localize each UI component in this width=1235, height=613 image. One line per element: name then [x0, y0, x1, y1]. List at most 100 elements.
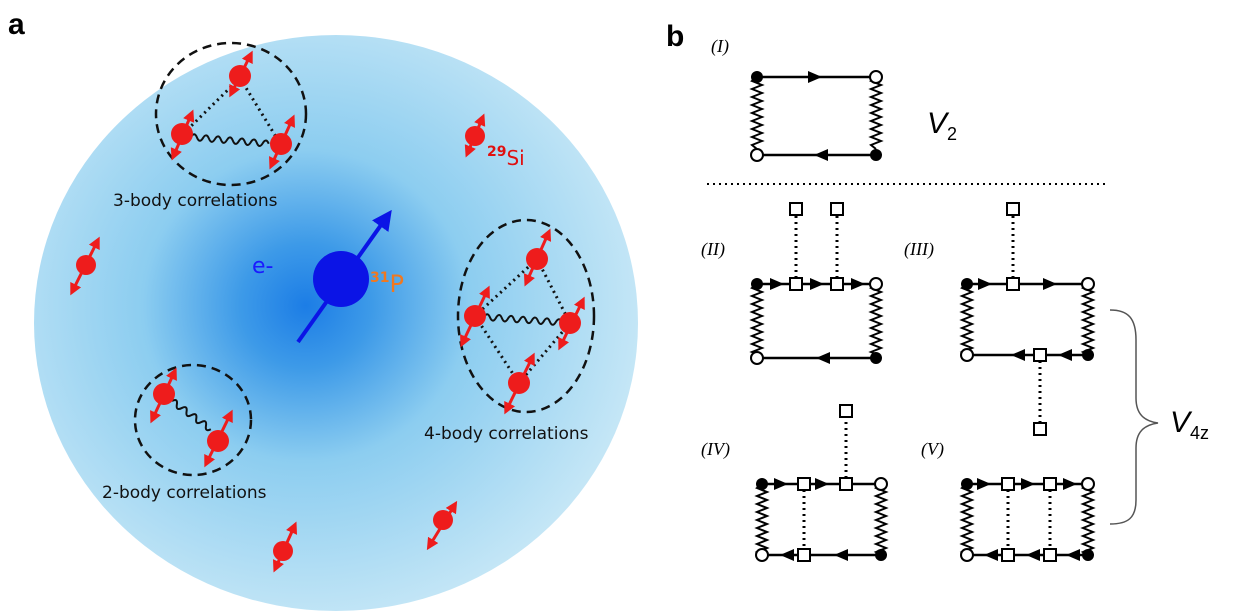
panel-b-letter: b — [666, 20, 684, 53]
interaction-square — [1006, 277, 1020, 291]
spin-nucleus — [229, 65, 251, 87]
arrow-right-icon — [810, 278, 824, 290]
interaction-square — [1001, 548, 1015, 562]
grouping-brace — [1109, 309, 1159, 525]
spin-nucleus — [526, 248, 548, 270]
vertex-filled — [756, 478, 768, 490]
vertex-open — [1081, 477, 1095, 491]
v2-label: V2 — [927, 107, 957, 144]
arrow-right-icon — [808, 71, 822, 83]
silicon-mass: 29 — [487, 144, 506, 160]
interaction-square — [789, 202, 803, 216]
arrow-left-icon — [1011, 349, 1025, 361]
spin-nucleus — [153, 383, 175, 405]
arrow-left-icon — [1026, 549, 1040, 561]
interaction-square — [1033, 422, 1047, 436]
diagram-label-iii: (III) — [904, 239, 934, 260]
v4z-sub: 4z — [1190, 423, 1209, 443]
interaction-square — [1033, 348, 1047, 362]
spin-nucleus — [207, 430, 229, 452]
vertex-filled — [875, 549, 887, 561]
cluster-boundary — [133, 363, 253, 477]
diagram-label-i: (I) — [711, 36, 729, 57]
vertex-open — [960, 548, 974, 562]
diagram-label-v: (V) — [921, 439, 944, 460]
interaction-square — [830, 277, 844, 291]
phosphorus-symbol: P — [389, 270, 403, 298]
two-body-label: 2-body correlations — [102, 483, 267, 503]
si29-spin — [272, 521, 298, 573]
arrow-right-icon — [774, 478, 788, 490]
arrow-right-icon — [770, 278, 784, 290]
two-body-cluster — [133, 363, 253, 477]
arrow-left-icon — [984, 549, 998, 561]
spin-nucleus — [171, 123, 193, 145]
vertex-filled — [751, 278, 763, 290]
diagram-label-ii: (II) — [701, 239, 725, 260]
arrow-right-icon — [978, 278, 992, 290]
arrow-right-icon — [1021, 478, 1035, 490]
si29-spin — [426, 500, 458, 551]
si29-spin — [70, 236, 100, 296]
vertex-filled — [751, 71, 763, 83]
cluster-boundary — [456, 218, 596, 414]
three-body-label: 3-body correlations — [113, 191, 278, 211]
interaction-square — [1043, 477, 1057, 491]
diagram-i — [749, 75, 884, 157]
v2-main: V — [927, 107, 950, 140]
spin-nucleus — [270, 133, 292, 155]
interaction-square — [839, 477, 853, 491]
spin-nucleus — [273, 541, 293, 561]
v2-sub: 2 — [947, 124, 957, 144]
arrow-left-icon — [816, 352, 830, 364]
cluster-boundary — [154, 41, 308, 187]
si29-spin — [464, 113, 486, 158]
arrow-left-icon — [780, 549, 794, 561]
arrow-left-icon — [814, 149, 828, 161]
phosphorus-mass: 31 — [370, 270, 389, 286]
arrow-right-icon — [977, 478, 991, 490]
interaction-square — [797, 477, 811, 491]
spin-nucleus — [508, 372, 530, 394]
spin-nucleus — [559, 312, 581, 334]
arrow-left-icon — [1058, 349, 1072, 361]
arrow-right-icon — [1063, 478, 1077, 490]
interaction-square — [1006, 202, 1020, 216]
three-body-cluster — [154, 41, 308, 187]
silicon-symbol: Si — [506, 146, 524, 170]
vertex-open — [869, 70, 883, 84]
interaction-square — [839, 404, 853, 418]
phosphorus-nucleus — [313, 251, 369, 307]
vertex-filled — [870, 352, 882, 364]
vertex-open — [750, 148, 764, 162]
silicon-label: 29Si — [487, 144, 525, 170]
vertex-filled — [961, 278, 973, 290]
vertex-open — [750, 351, 764, 365]
diagram-label-iv: (IV) — [701, 439, 730, 460]
arrow-right-icon — [851, 278, 865, 290]
four-body-cluster — [456, 218, 596, 415]
arrow-left-icon — [1066, 549, 1080, 561]
interaction-square — [789, 277, 803, 291]
electron-wavefunction-halo — [34, 35, 638, 611]
spin-nucleus — [465, 126, 485, 146]
vertex-filled — [1082, 549, 1094, 561]
vertex-open — [1081, 277, 1095, 291]
interaction-square — [1043, 548, 1057, 562]
vertex-filled — [870, 149, 882, 161]
four-body-label: 4-body correlations — [424, 424, 589, 444]
wavy-correlation — [190, 133, 270, 147]
phosphorus-donor — [296, 209, 392, 344]
arrow-right-icon — [1043, 278, 1057, 290]
v4z-main: V — [1170, 406, 1193, 439]
spin-nucleus — [464, 305, 486, 327]
phosphorus-label: 31P — [370, 270, 404, 298]
arrow-left-icon — [834, 549, 848, 561]
diagram-v — [959, 482, 1096, 557]
interaction-square — [797, 548, 811, 562]
electron-label: e- — [252, 254, 273, 279]
interaction-square — [830, 202, 844, 216]
diagram-iii — [959, 216, 1096, 424]
interaction-square — [1001, 477, 1015, 491]
